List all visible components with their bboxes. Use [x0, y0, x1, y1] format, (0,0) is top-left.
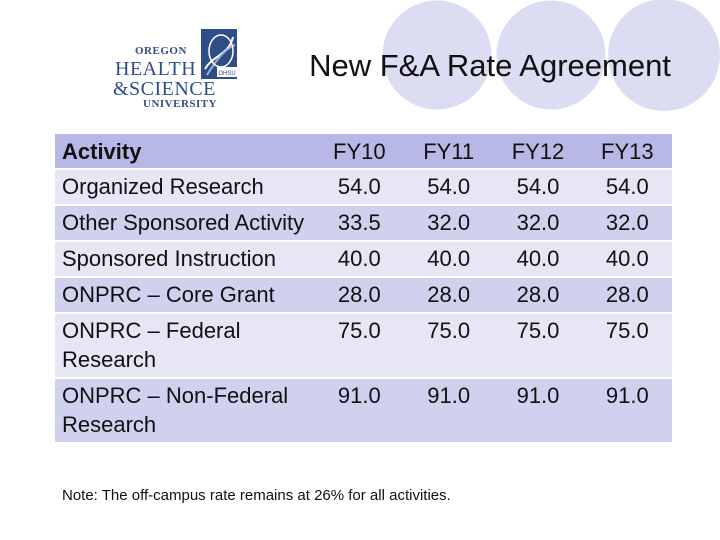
rate-cell: 40.0	[404, 240, 494, 276]
activity-cell: ONPRC – Non-Federal Research	[55, 377, 315, 442]
decor-circle	[495, 0, 607, 111]
table-header-row: Activity FY10 FY11 FY12 FY13	[55, 134, 672, 168]
decor-circle	[493, 0, 609, 113]
rate-cell: 32.0	[493, 204, 583, 240]
activity-cell: ONPRC – Federal Research	[55, 312, 315, 377]
rate-cell: 91.0	[582, 377, 672, 442]
table-row: ONPRC – Federal Research 75.0 75.0 75.0 …	[55, 312, 672, 377]
rate-cell: 91.0	[314, 377, 404, 442]
table-row: ONPRC – Core Grant 28.0 28.0 28.0 28.0	[55, 276, 672, 312]
ohsu-emblem-icon: OHSU	[201, 29, 237, 79]
rate-cell: 75.0	[314, 312, 404, 377]
rate-table: Activity FY10 FY11 FY12 FY13 Organized R…	[55, 134, 672, 442]
rate-cell: 54.0	[404, 168, 494, 204]
rate-cell: 40.0	[582, 240, 672, 276]
rate-cell: 54.0	[582, 168, 672, 204]
ohsu-logo: OHSU OREGON HEALTH &SCIENCE UNIVERSITY	[113, 25, 241, 111]
rate-cell: 54.0	[314, 168, 404, 204]
activity-cell: Other Sponsored Activity	[55, 204, 315, 240]
rate-cell: 40.0	[314, 240, 404, 276]
rate-cell: 91.0	[404, 377, 494, 442]
rate-cell: 28.0	[582, 276, 672, 312]
decor-circle	[379, 0, 495, 113]
decor-circle	[608, 0, 720, 111]
header-fy10: FY10	[314, 134, 404, 168]
slide-title: New F&A Rate Agreement	[309, 48, 671, 83]
rate-cell: 33.5	[314, 204, 404, 240]
activity-cell: Organized Research	[55, 168, 315, 204]
logo-health: HEALTH	[115, 58, 197, 80]
logo-oregon: OREGON	[135, 45, 187, 57]
table-row: Other Sponsored Activity 33.5 32.0 32.0 …	[55, 204, 672, 240]
rate-cell: 54.0	[493, 168, 583, 204]
header-activity: Activity	[55, 134, 315, 168]
rate-cell: 75.0	[404, 312, 494, 377]
activity-cell: Sponsored Instruction	[55, 240, 315, 276]
rate-cell: 75.0	[582, 312, 672, 377]
rate-cell: 32.0	[404, 204, 494, 240]
rate-cell: 32.0	[582, 204, 672, 240]
header-fy11: FY11	[404, 134, 494, 168]
header-fy12: FY12	[493, 134, 583, 168]
logo-science: &SCIENCE	[113, 78, 216, 100]
rate-cell: 40.0	[493, 240, 583, 276]
logo-badge: OHSU	[218, 71, 235, 77]
logo-university: UNIVERSITY	[143, 98, 218, 110]
rate-cell: 28.0	[404, 276, 494, 312]
rate-cell: 28.0	[314, 276, 404, 312]
footnote: Note: The off-campus rate remains at 26%…	[62, 487, 451, 504]
rate-cell: 91.0	[493, 377, 583, 442]
table-row: ONPRC – Non-Federal Research 91.0 91.0 9…	[55, 377, 672, 442]
rate-cell: 28.0	[493, 276, 583, 312]
rate-cell: 75.0	[493, 312, 583, 377]
table-row: Sponsored Instruction 40.0 40.0 40.0 40.…	[55, 240, 672, 276]
activity-cell: ONPRC – Core Grant	[55, 276, 315, 312]
decor-circle	[381, 0, 493, 111]
table-row: Organized Research 54.0 54.0 54.0 54.0	[55, 168, 672, 204]
decorative-circles	[379, 0, 720, 113]
header-fy13: FY13	[582, 134, 672, 168]
